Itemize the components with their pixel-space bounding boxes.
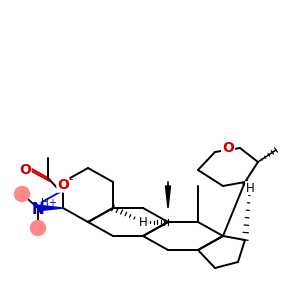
Text: H: H xyxy=(41,198,49,208)
Text: O: O xyxy=(222,141,234,155)
Polygon shape xyxy=(38,205,63,211)
Text: O: O xyxy=(57,178,69,192)
Text: H: H xyxy=(246,182,254,194)
Text: N: N xyxy=(32,202,44,217)
Text: H: H xyxy=(139,215,147,229)
Circle shape xyxy=(31,220,46,236)
Text: +: + xyxy=(48,198,56,208)
Polygon shape xyxy=(166,186,170,208)
Text: O: O xyxy=(19,163,31,177)
Circle shape xyxy=(14,187,29,202)
Text: -: - xyxy=(69,173,73,187)
